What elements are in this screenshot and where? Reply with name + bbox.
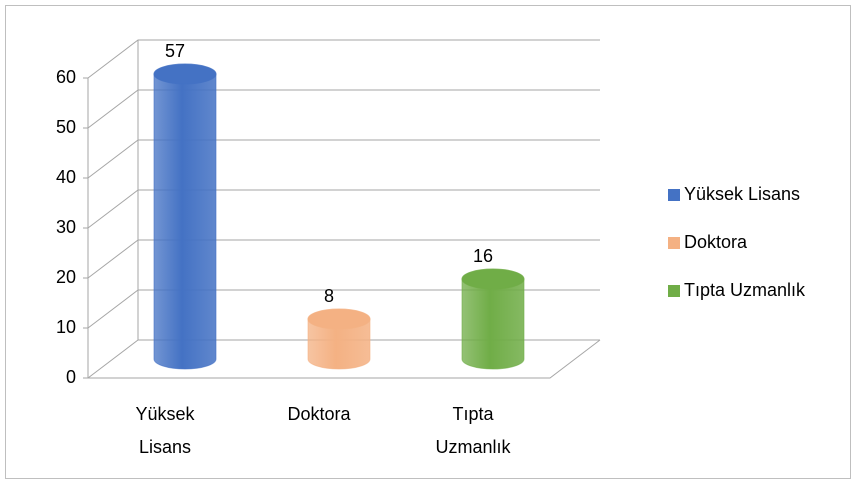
legend-swatch xyxy=(668,189,680,201)
grid-line xyxy=(87,39,600,79)
legend-label: Yüksek Lisans xyxy=(684,184,800,204)
bar xyxy=(307,308,371,370)
bar-body xyxy=(307,318,371,370)
bar-top xyxy=(461,268,525,290)
y-tick-label: 30 xyxy=(56,217,76,237)
x-tick-label: Yüksek Lisans xyxy=(135,404,195,457)
x-tick-label: Doktora xyxy=(287,404,351,424)
data-label: 57 xyxy=(165,41,185,61)
bar-top xyxy=(153,63,217,85)
y-tick-label: 40 xyxy=(56,167,76,187)
bar xyxy=(461,268,525,370)
floor xyxy=(88,339,601,379)
grid-line xyxy=(87,189,600,229)
legend-swatch xyxy=(668,237,680,249)
bar-top xyxy=(307,308,371,330)
grid-line xyxy=(87,139,600,179)
y-tick-label: 20 xyxy=(56,267,76,287)
grid-line xyxy=(87,239,600,279)
data-label: 16 xyxy=(473,246,493,266)
y-tick-label: 10 xyxy=(56,317,76,337)
legend-swatch xyxy=(668,285,680,297)
bar-body xyxy=(461,278,525,370)
legend-label: Doktora xyxy=(684,232,748,252)
grid-line xyxy=(87,339,600,379)
y-tick-label: 60 xyxy=(56,67,76,87)
bar-body xyxy=(153,73,217,370)
y-tick-label: 50 xyxy=(56,117,76,137)
data-label: 8 xyxy=(324,286,334,306)
y-tick-label: 0 xyxy=(66,367,76,387)
grid-line xyxy=(87,89,600,129)
frame-border xyxy=(5,5,851,479)
grid-line xyxy=(87,289,600,329)
legend-label: Tıpta Uzmanlık xyxy=(684,280,806,300)
bar xyxy=(153,63,217,370)
x-tick-label: Tıpta Uzmanlık xyxy=(435,404,511,457)
